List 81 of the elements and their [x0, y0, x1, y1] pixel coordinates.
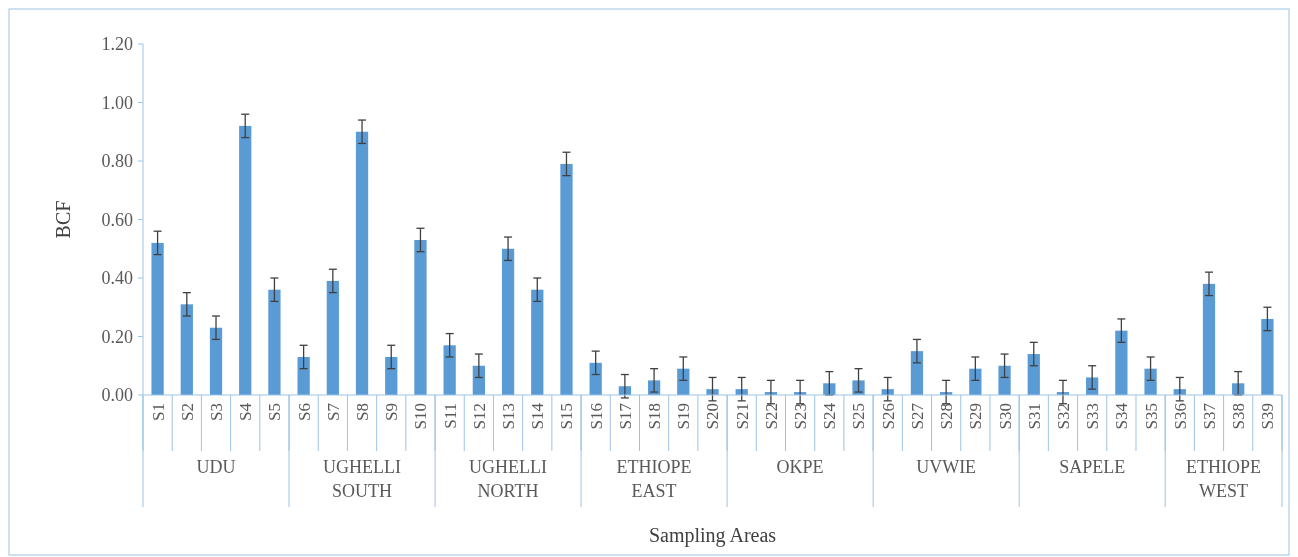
x-tick-label: S21 [732, 403, 752, 430]
x-tick-label: S35 [1141, 403, 1161, 430]
x-tick-label: S24 [820, 402, 840, 430]
bar [998, 365, 1011, 395]
x-tick-label: S14 [528, 402, 548, 430]
x-tick-label: S22 [761, 403, 781, 430]
x-tick-label: S23 [791, 403, 811, 430]
bar [677, 368, 690, 395]
bar [1144, 368, 1157, 395]
bar [501, 248, 515, 395]
x-tick-label: S8 [352, 403, 372, 421]
bar [531, 289, 544, 395]
x-tick-label: S11 [440, 403, 460, 429]
bar [180, 304, 193, 395]
bar [385, 356, 398, 395]
x-tick-label: S1 [148, 403, 168, 421]
x-tick-label: S9 [382, 403, 402, 421]
x-tick-label: S36 [1170, 403, 1190, 430]
bar [443, 345, 456, 395]
x-tick-label: S4 [236, 402, 256, 421]
x-tick-label: S26 [878, 403, 898, 430]
bar [209, 327, 223, 395]
bar [297, 356, 310, 395]
x-tick-label: S12 [469, 403, 489, 430]
bar [1261, 318, 1274, 395]
x-tick-label: S20 [703, 403, 723, 430]
bar [969, 368, 982, 395]
x-tick-label: S10 [411, 403, 431, 430]
bar [355, 131, 369, 395]
y-tick-label: 0.00 [101, 385, 133, 406]
text: ETHIOPE WEST [1186, 457, 1262, 501]
bar [151, 242, 164, 395]
x-tick-label: S5 [265, 403, 285, 421]
text: UDU [196, 457, 236, 477]
x-tick-label: S27 [907, 402, 927, 430]
x-tick-label: S2 [177, 403, 197, 421]
x-tick-label: S16 [586, 403, 606, 430]
y-tick-label: 0.40 [101, 268, 133, 289]
x-axis-title: Sampling Areas [648, 524, 777, 547]
x-tick-label: S34 [1112, 402, 1132, 430]
x-tick-label: S32 [1053, 403, 1073, 430]
text: UVWIE [916, 457, 977, 477]
bar [1086, 377, 1099, 395]
x-tick-label: S38 [1229, 403, 1249, 430]
bar [1115, 330, 1128, 395]
x-tick-label: S15 [557, 403, 577, 430]
x-tick-label: S39 [1258, 403, 1278, 430]
x-tick-label: S7 [323, 402, 343, 421]
x-tick-label: S28 [937, 403, 957, 430]
x-tick-label: S37 [1199, 402, 1219, 430]
x-tick-label: S13 [499, 403, 519, 430]
y-axis-title: BCF [52, 200, 74, 239]
x-tick-label: S25 [849, 403, 869, 430]
bar [910, 351, 924, 395]
x-tick-label: S17 [615, 402, 635, 430]
x-tick-label: S6 [294, 403, 314, 421]
text: ETHIOPE EAST [616, 457, 692, 501]
bar [326, 280, 339, 395]
x-tick-label: S31 [1024, 403, 1044, 430]
y-tick-label: 0.80 [101, 151, 133, 172]
x-tick-label: S30 [995, 403, 1015, 430]
x-tick-label: S3 [206, 403, 226, 421]
y-tick-label: 0.20 [101, 326, 133, 347]
text: UGHELLI NORTH [469, 457, 548, 501]
text: SAPELE [1059, 457, 1126, 477]
x-tick-label: S18 [645, 403, 665, 430]
bar [1202, 283, 1216, 395]
x-tick-label: S33 [1083, 403, 1103, 430]
y-tick-label: 1.00 [101, 92, 133, 113]
y-tick-label: 0.60 [101, 209, 133, 230]
bar [1027, 354, 1040, 395]
text: UGHELLI SOUTH [323, 457, 402, 501]
x-tick-label: S19 [674, 403, 694, 430]
bar [268, 289, 281, 395]
y-tick-label: 1.20 [101, 34, 133, 55]
text: OKPE [776, 457, 824, 477]
bar [414, 239, 427, 395]
x-tick-label: S29 [966, 403, 986, 430]
bar [560, 163, 573, 395]
bar [589, 362, 602, 395]
bar [239, 125, 252, 395]
